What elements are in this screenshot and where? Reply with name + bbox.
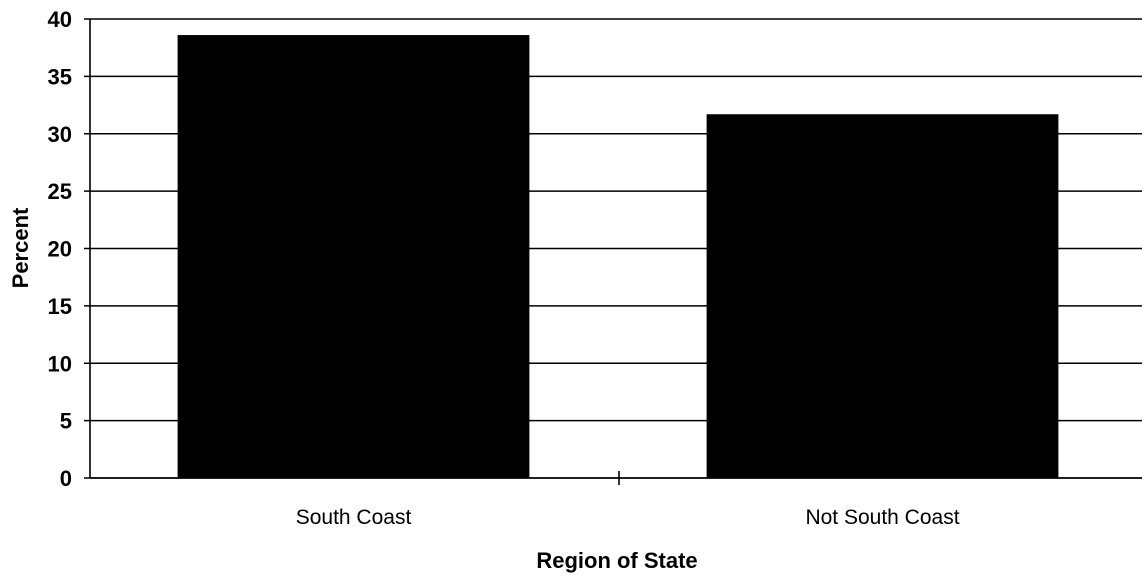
y-tick-label: 10 <box>48 351 72 376</box>
y-axis-title: Percent <box>8 207 33 288</box>
y-tick-label: 5 <box>60 409 72 434</box>
y-tick-label: 20 <box>48 237 72 262</box>
y-tick-labels: 0 5 10 15 20 25 30 35 40 <box>48 7 72 491</box>
y-tick-label: 0 <box>60 466 72 491</box>
axes <box>89 19 1142 479</box>
y-tick-label: 35 <box>48 64 72 89</box>
y-tick-label: 30 <box>48 122 72 147</box>
x-tick-label: South Coast <box>296 506 412 529</box>
y-tick-label: 15 <box>48 294 72 319</box>
bar <box>177 35 530 478</box>
x-tick-label: Not South Coast <box>805 506 959 529</box>
x-axis-title: Region of State <box>536 548 697 573</box>
bar <box>706 114 1059 479</box>
y-tick-label: 40 <box>48 7 72 32</box>
y-tick-label: 25 <box>48 179 72 204</box>
bars <box>177 35 1059 479</box>
x-tick-labels: South Coast Not South Coast <box>296 471 960 529</box>
